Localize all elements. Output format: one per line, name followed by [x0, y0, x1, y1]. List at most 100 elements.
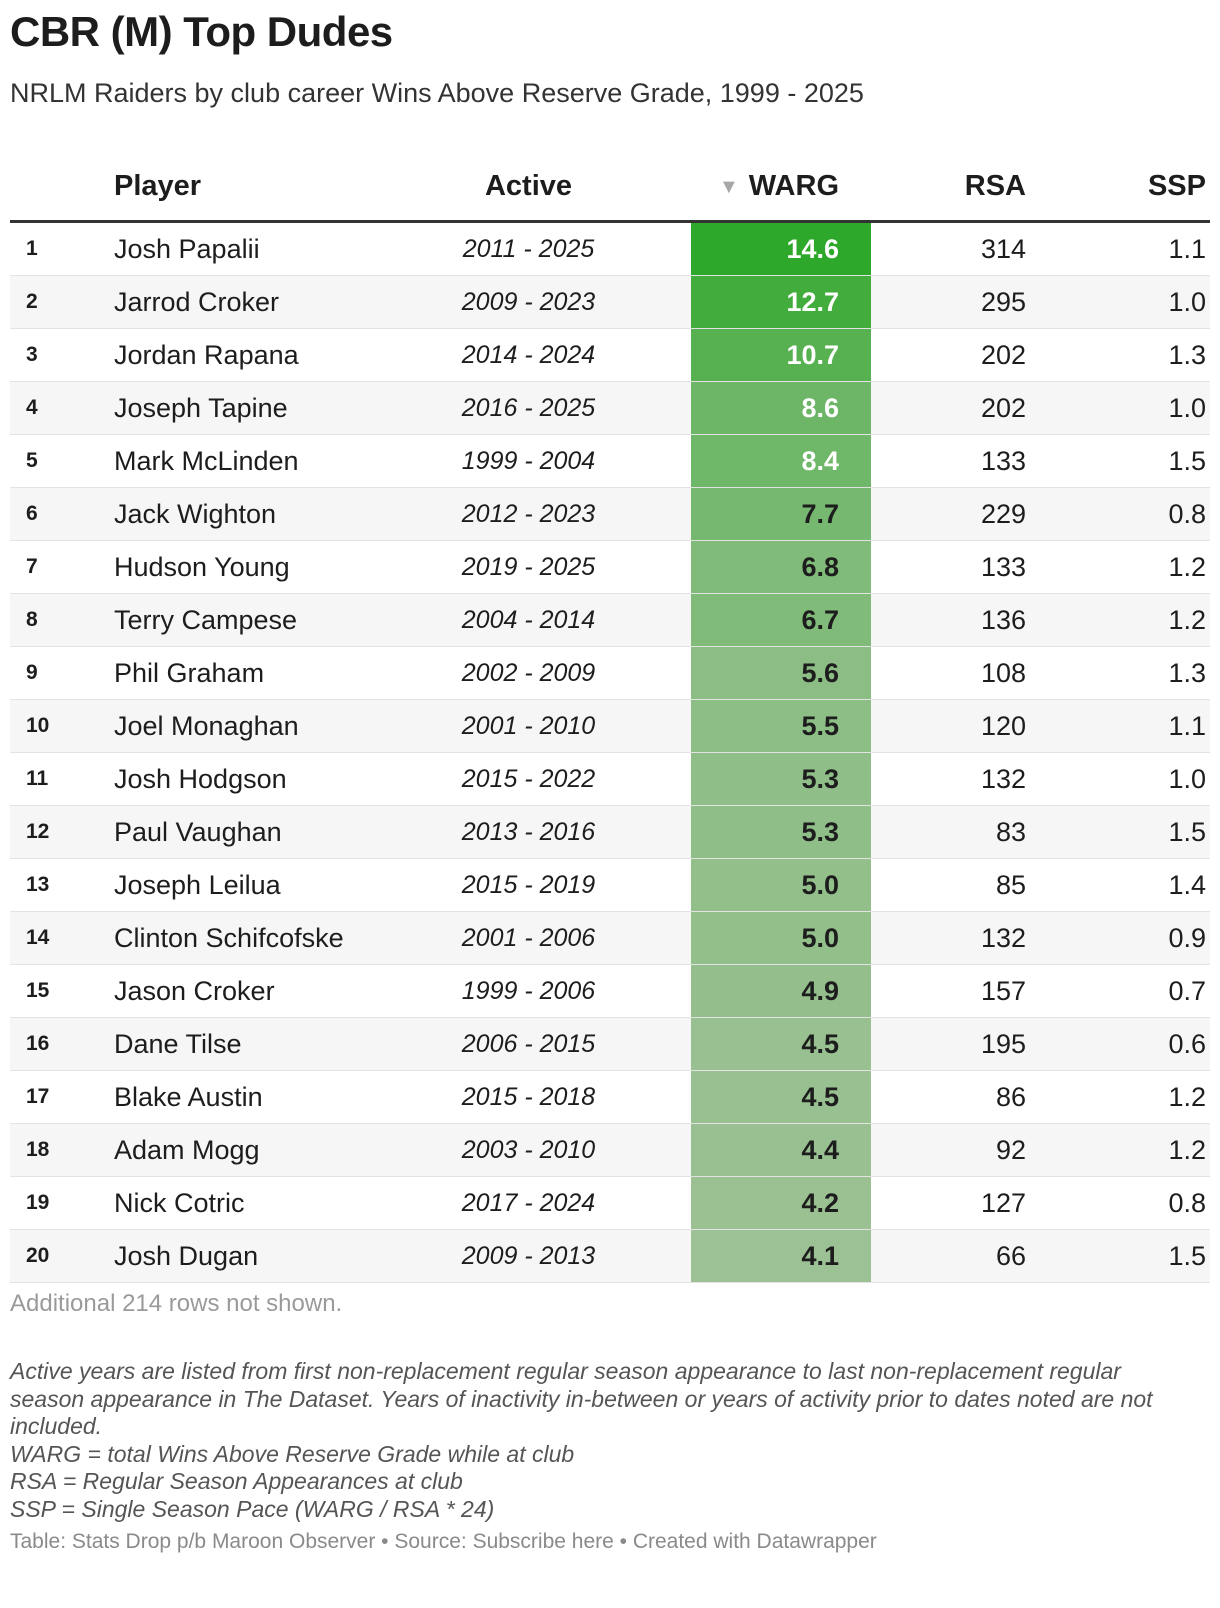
cell-rank: 5 [10, 434, 114, 488]
cell-rsa: 202 [871, 381, 1026, 435]
cell-active: 2009 - 2023 [366, 275, 691, 329]
cell-ssp: 1.2 [1026, 540, 1210, 594]
header-rsa-label: RSA [964, 169, 1026, 202]
cell-player: Jordan Rapana [114, 328, 366, 382]
cell-active: 2013 - 2016 [366, 805, 691, 859]
cell-rank: 11 [10, 752, 114, 806]
table-row: 4 Joseph Tapine 2016 - 2025 8.6 202 1.0 [10, 381, 1210, 435]
cell-warg: 4.5 [691, 1017, 871, 1071]
cell-player: Josh Dugan [114, 1229, 366, 1283]
cell-rsa: 132 [871, 911, 1026, 965]
footnote-ssp: SSP = Single Season Pace (WARG / RSA * 2… [10, 1495, 495, 1522]
cell-ssp: 1.2 [1026, 1070, 1210, 1124]
cell-player: Clinton Schifcofske [114, 911, 366, 965]
cell-warg: 7.7 [691, 487, 871, 541]
cell-ssp: 1.5 [1026, 805, 1210, 859]
table-row: 5 Mark McLinden 1999 - 2004 8.4 133 1.5 [10, 434, 1210, 488]
cell-ssp: 1.5 [1026, 434, 1210, 488]
cell-rank: 2 [10, 275, 114, 329]
cell-warg: 14.6 [691, 221, 871, 276]
cell-warg: 10.7 [691, 328, 871, 382]
cell-player: Nick Cotric [114, 1176, 366, 1230]
cell-rsa: 202 [871, 328, 1026, 382]
cell-player: Josh Papalii [114, 221, 366, 276]
cell-rank: 15 [10, 964, 114, 1018]
table-row: 12 Paul Vaughan 2013 - 2016 5.3 83 1.5 [10, 805, 1210, 859]
header-active[interactable]: Active [366, 152, 691, 223]
cell-warg: 4.1 [691, 1229, 871, 1283]
cell-warg: 5.3 [691, 805, 871, 859]
table-row: 16 Dane Tilse 2006 - 2015 4.5 195 0.6 [10, 1017, 1210, 1071]
cell-player: Blake Austin [114, 1070, 366, 1124]
cell-warg: 12.7 [691, 275, 871, 329]
cell-rank: 7 [10, 540, 114, 594]
cell-player: Jarrod Croker [114, 275, 366, 329]
cell-active: 2017 - 2024 [366, 1176, 691, 1230]
cell-warg: 8.6 [691, 381, 871, 435]
cell-ssp: 0.8 [1026, 1176, 1210, 1230]
cell-warg: 4.9 [691, 964, 871, 1018]
cell-rsa: 314 [871, 221, 1026, 276]
cell-warg: 5.0 [691, 858, 871, 912]
header-active-label: Active [484, 169, 573, 202]
cell-player: Mark McLinden [114, 434, 366, 488]
cell-rsa: 92 [871, 1123, 1026, 1177]
table-row: 7 Hudson Young 2019 - 2025 6.8 133 1.2 [10, 540, 1210, 594]
cell-active: 2012 - 2023 [366, 487, 691, 541]
cell-rsa: 66 [871, 1229, 1026, 1283]
cell-ssp: 1.4 [1026, 858, 1210, 912]
table-row: 2 Jarrod Croker 2009 - 2023 12.7 295 1.0 [10, 275, 1210, 329]
cell-ssp: 0.7 [1026, 964, 1210, 1018]
table-row: 17 Blake Austin 2015 - 2018 4.5 86 1.2 [10, 1070, 1210, 1124]
cell-rank: 16 [10, 1017, 114, 1071]
cell-ssp: 1.1 [1026, 699, 1210, 753]
cell-rsa: 133 [871, 434, 1026, 488]
cell-ssp: 1.1 [1026, 221, 1210, 276]
cell-warg: 4.2 [691, 1176, 871, 1230]
cell-rank: 1 [10, 221, 114, 276]
cell-rsa: 195 [871, 1017, 1026, 1071]
header-row: Player Active ▼ WARG RSA SSP [10, 152, 1210, 223]
header-warg[interactable]: ▼ WARG [691, 152, 871, 223]
cell-rsa: 295 [871, 275, 1026, 329]
cell-rank: 9 [10, 646, 114, 700]
cell-active: 2011 - 2025 [366, 221, 691, 276]
cell-rsa: 83 [871, 805, 1026, 859]
table-row: 20 Josh Dugan 2009 - 2013 4.1 66 1.5 [10, 1229, 1210, 1283]
cell-active: 2015 - 2022 [366, 752, 691, 806]
cell-active: 2019 - 2025 [366, 540, 691, 594]
cell-warg: 5.0 [691, 911, 871, 965]
cell-rsa: 127 [871, 1176, 1026, 1230]
cell-rsa: 136 [871, 593, 1026, 647]
cell-player: Joseph Tapine [114, 381, 366, 435]
cell-warg: 6.8 [691, 540, 871, 594]
cell-rsa: 229 [871, 487, 1026, 541]
cell-ssp: 0.6 [1026, 1017, 1210, 1071]
table-row: 18 Adam Mogg 2003 - 2010 4.4 92 1.2 [10, 1123, 1210, 1177]
header-ssp[interactable]: SSP [1026, 152, 1210, 223]
table-row: 19 Nick Cotric 2017 - 2024 4.2 127 0.8 [10, 1176, 1210, 1230]
sort-descending-icon: ▼ [718, 175, 739, 198]
cell-ssp: 1.2 [1026, 1123, 1210, 1177]
footnote-rsa: RSA = Regular Season Appearances at club [10, 1468, 463, 1494]
header-rsa[interactable]: RSA [871, 152, 1026, 223]
cell-warg: 5.3 [691, 752, 871, 806]
cell-player: Dane Tilse [114, 1017, 366, 1071]
header-player-label: Player [114, 169, 202, 202]
table-row: 15 Jason Croker 1999 - 2006 4.9 157 0.7 [10, 964, 1210, 1018]
cell-rsa: 108 [871, 646, 1026, 700]
cell-active: 2006 - 2015 [366, 1017, 691, 1071]
table-row: 9 Phil Graham 2002 - 2009 5.6 108 1.3 [10, 646, 1210, 700]
cell-rsa: 120 [871, 699, 1026, 753]
cell-rsa: 157 [871, 964, 1026, 1018]
table-row: 13 Joseph Leilua 2015 - 2019 5.0 85 1.4 [10, 858, 1210, 912]
cell-active: 2014 - 2024 [366, 328, 691, 382]
table-row: 14 Clinton Schifcofske 2001 - 2006 5.0 132 0.… [10, 911, 1210, 965]
cell-active: 2015 - 2018 [366, 1070, 691, 1124]
header-player[interactable]: Player [114, 152, 366, 223]
cell-player: Phil Graham [114, 646, 366, 700]
cell-active: 1999 - 2006 [366, 964, 691, 1018]
cell-ssp: 1.5 [1026, 1229, 1210, 1283]
cell-rank: 8 [10, 593, 114, 647]
cell-ssp: 1.0 [1026, 381, 1210, 435]
